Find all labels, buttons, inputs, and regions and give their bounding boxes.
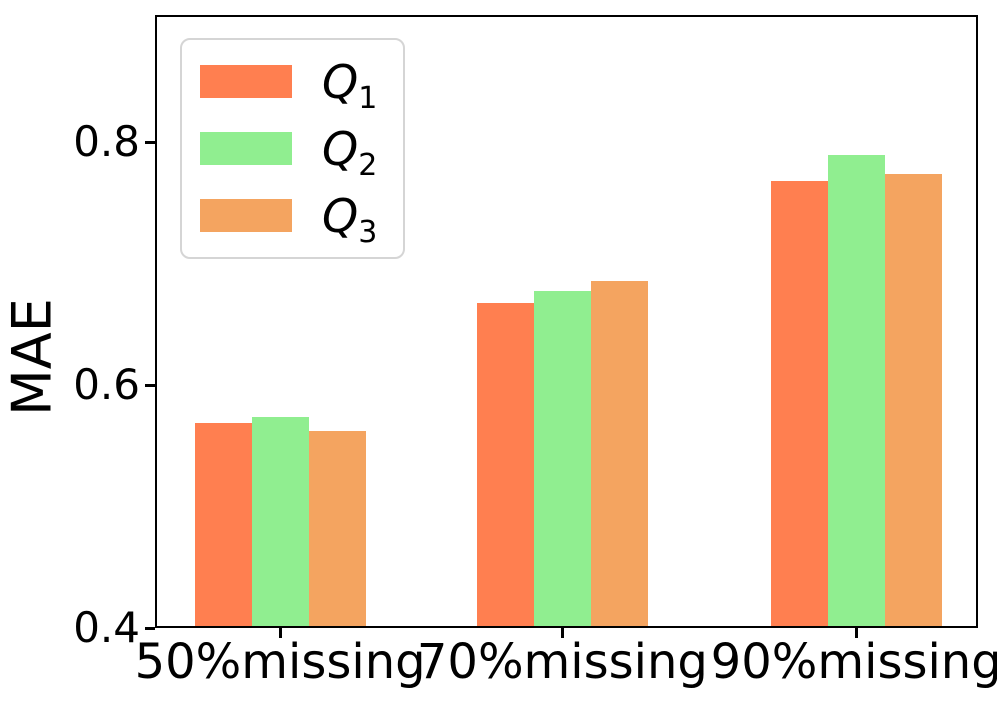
x-tick-mark: [560, 628, 564, 638]
y-tick-label: 0.6: [73, 360, 140, 410]
bar-q1-group1: [194, 422, 252, 628]
legend-label-subscript: 2: [358, 147, 378, 183]
legend-label-q3: Q3: [322, 193, 377, 248]
legend-label-base: Q: [322, 54, 359, 109]
x-tick-mark: [278, 628, 282, 638]
legend-swatch-q3: [200, 199, 292, 232]
legend: Q1 Q2 Q3: [180, 38, 405, 259]
legend-label-q2: Q2: [322, 126, 377, 181]
y-tick-label: 0.4: [73, 603, 140, 652]
y-tick-mark: [145, 626, 155, 630]
bar-q3-group2: [590, 280, 648, 628]
bar-q2-group2: [533, 290, 591, 628]
y-tick-mark: [145, 383, 155, 387]
plot-area: Q1 Q2 Q3: [155, 15, 978, 628]
legend-swatch-q2: [200, 132, 292, 165]
legend-label-subscript: 1: [358, 80, 378, 116]
legend-label-base: Q: [322, 121, 359, 176]
legend-entry-q3: Q3: [200, 193, 403, 247]
bar-q1-group2: [476, 302, 534, 628]
bar-q2-group3: [827, 154, 885, 628]
legend-entry-q2: Q2: [200, 126, 403, 180]
bar-q1-group3: [770, 181, 828, 628]
x-tick-mark: [854, 628, 858, 638]
legend-label-q1: Q1: [322, 59, 377, 114]
x-tick-label: 50%missing: [134, 634, 426, 690]
y-tick-label: 0.8: [73, 117, 140, 167]
legend-entry-q1: Q1: [200, 59, 403, 113]
x-tick-label: 70%missing: [416, 634, 708, 690]
y-tick-mark: [145, 140, 155, 144]
x-tick-label: 90%missing: [710, 634, 997, 690]
bar-q3-group1: [308, 431, 366, 628]
legend-swatch-q1: [200, 65, 292, 98]
bar-q3-group3: [884, 174, 942, 628]
legend-label-subscript: 3: [358, 214, 378, 250]
legend-label-base: Q: [322, 188, 359, 243]
bar-q2-group1: [251, 416, 309, 628]
